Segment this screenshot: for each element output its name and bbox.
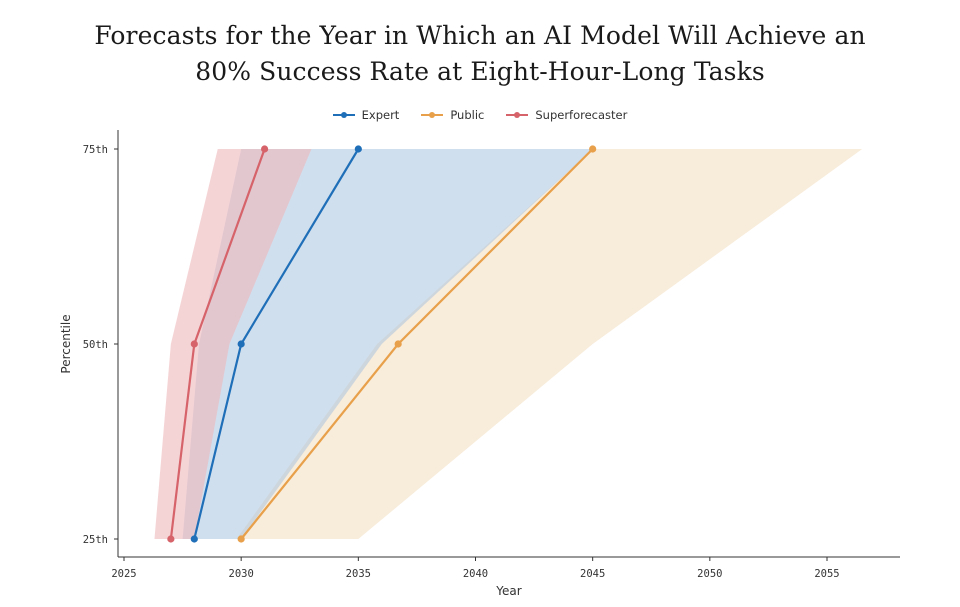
x-tick-label-2055: 2055 bbox=[814, 568, 839, 580]
legend-swatch-superforecaster bbox=[506, 110, 529, 120]
x-tick-label-2050: 2050 bbox=[697, 568, 722, 580]
point-superforecaster-25th bbox=[167, 535, 175, 543]
legend-item-superforecaster[interactable]: Superforecaster bbox=[506, 108, 627, 122]
y-axis-title: Percentile bbox=[59, 314, 73, 373]
legend-item-public[interactable]: Public bbox=[421, 108, 484, 122]
chart-legend: Expert Public Superforecaster bbox=[0, 108, 960, 122]
x-tick-label-2040: 2040 bbox=[463, 568, 488, 580]
chart-title-line-1: Forecasts for the Year in Which an AI Mo… bbox=[94, 21, 866, 50]
x-tick-label-2030: 2030 bbox=[229, 568, 254, 580]
point-expert-50th bbox=[237, 340, 245, 348]
point-public-50th bbox=[394, 340, 402, 348]
point-superforecaster-75th bbox=[261, 145, 269, 153]
band-public bbox=[236, 149, 863, 539]
legend-label-expert: Expert bbox=[361, 108, 400, 122]
legend-swatch-expert bbox=[332, 110, 355, 120]
x-axis-title: Year bbox=[495, 584, 521, 598]
y-tick-label-50th: 50th bbox=[83, 339, 108, 351]
legend-swatch-public bbox=[421, 110, 444, 120]
point-public-25th bbox=[237, 535, 245, 543]
x-tick-label-2035: 2035 bbox=[346, 568, 371, 580]
point-public-75th bbox=[589, 145, 597, 153]
legend-label-public: Public bbox=[450, 108, 485, 122]
y-tick-label-25th: 25th bbox=[83, 534, 108, 546]
point-superforecaster-50th bbox=[190, 340, 198, 348]
chart-title: Forecasts for the Year in Which an AI Mo… bbox=[0, 18, 960, 90]
legend-label-superforecaster: Superforecaster bbox=[535, 108, 628, 122]
legend-item-expert[interactable]: Expert bbox=[332, 108, 400, 122]
x-tick-label-2045: 2045 bbox=[580, 568, 605, 580]
band-expert bbox=[182, 149, 593, 539]
point-expert-75th bbox=[354, 145, 362, 153]
y-tick-label-75th: 75th bbox=[83, 144, 108, 156]
point-expert-25th bbox=[190, 535, 198, 543]
band-superforecaster bbox=[154, 149, 312, 539]
chart-title-line-2: 80% Success Rate at Eight-Hour-Long Task… bbox=[195, 57, 765, 86]
x-tick-label-2025: 2025 bbox=[111, 568, 136, 580]
